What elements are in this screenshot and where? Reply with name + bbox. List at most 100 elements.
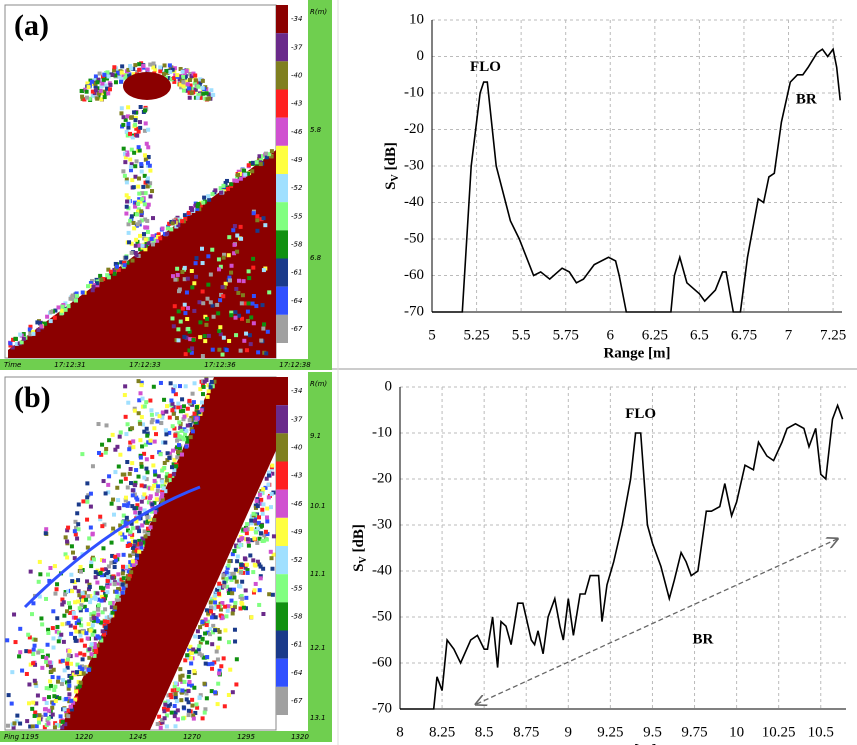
- echo-pixel: [76, 522, 81, 527]
- echo-pixel: [160, 226, 165, 231]
- echo-pixel: [138, 391, 143, 396]
- echo-pixel: [125, 199, 130, 204]
- echo-pixel: [105, 86, 110, 91]
- echo-pixel: [93, 74, 98, 79]
- echo-pixel: [49, 714, 54, 719]
- echo-pixel: [100, 573, 105, 578]
- echo-pixel: [130, 258, 135, 263]
- echo-pixel: [184, 290, 189, 295]
- echo-pixel: [150, 486, 155, 491]
- echo-pixel: [166, 699, 171, 704]
- echo-pixel: [78, 569, 83, 574]
- echo-pixel: [66, 525, 71, 530]
- echo-pixel: [162, 397, 167, 402]
- echo-pixel: [217, 267, 222, 272]
- colorbar-tick-label: -40: [291, 443, 303, 451]
- echo-pixel: [186, 682, 191, 687]
- echo-pixel: [106, 91, 111, 96]
- echo-pixel: [160, 720, 165, 725]
- echo-pixel: [46, 572, 51, 577]
- echo-pixel: [176, 223, 181, 228]
- echo-pixel: [133, 122, 138, 127]
- echo-pixel: [147, 486, 152, 491]
- echo-pixel: [132, 110, 137, 115]
- echo-pixel: [113, 470, 118, 475]
- echo-pixel: [80, 591, 85, 596]
- echo-pixel: [233, 567, 238, 572]
- echo-pixel: [185, 88, 190, 93]
- echo-pixel: [135, 553, 140, 558]
- echo-pixel: [179, 698, 184, 703]
- echo-pixel: [27, 635, 32, 640]
- echo-pixel: [84, 89, 89, 94]
- echo-pixel: [212, 597, 217, 602]
- echo-pixel: [63, 552, 68, 557]
- echo-pixel: [239, 600, 244, 605]
- echo-pixel: [182, 437, 187, 442]
- echo-pixel: [66, 686, 71, 691]
- echo-pixel: [97, 71, 102, 76]
- echo-pixel: [269, 149, 274, 154]
- colorbar-segment: [276, 630, 288, 659]
- echo-pixel: [217, 668, 222, 673]
- echo-pixel: [254, 304, 259, 309]
- echo-pixel: [71, 610, 76, 615]
- echo-pixel: [81, 499, 86, 504]
- echo-pixel: [249, 518, 254, 523]
- echo-pixel: [162, 709, 167, 714]
- echo-pixel: [167, 415, 172, 420]
- echo-pixel: [224, 570, 229, 575]
- echo-pixel: [127, 574, 132, 579]
- echo-pixel: [142, 484, 147, 489]
- echo-pixel: [100, 442, 105, 447]
- echo-pixel: [148, 181, 153, 186]
- echo-pixel: [164, 713, 169, 718]
- echo-pixel: [74, 525, 79, 530]
- echo-pixel: [197, 410, 202, 415]
- echo-pixel: [173, 710, 178, 715]
- echo-pixel: [246, 163, 251, 168]
- echo-pixel: [205, 619, 210, 624]
- echo-pixel: [196, 84, 201, 89]
- echo-pixel: [137, 197, 142, 202]
- echo-pixel: [132, 150, 137, 155]
- echo-pixel: [242, 563, 247, 568]
- echo-pixel: [165, 451, 170, 456]
- echo-pixel: [221, 573, 226, 578]
- echo-pixel: [180, 679, 185, 684]
- echo-pixel: [78, 633, 83, 638]
- echo-pixel: [144, 242, 149, 247]
- echo-pixel: [224, 178, 229, 183]
- echo-pixel: [258, 564, 263, 569]
- echo-pixel: [267, 290, 272, 295]
- echogram: -34-37-40-43-46-49-52-55-58-61-64-67R(m)…: [0, 372, 332, 742]
- echo-pixel: [179, 85, 184, 90]
- echo-pixel: [206, 611, 211, 616]
- echo-pixel: [96, 422, 101, 427]
- echo-pixel: [178, 677, 183, 682]
- echo-pixel: [105, 590, 110, 595]
- echo-pixel: [209, 88, 214, 93]
- echo-pixel: [98, 620, 103, 625]
- echo-pixel: [131, 539, 136, 544]
- echo-pixel: [150, 417, 155, 422]
- echo-pixel: [241, 605, 246, 610]
- echo-pixel: [206, 333, 211, 338]
- echo-pixel: [109, 540, 114, 545]
- echo-pixel: [60, 725, 65, 730]
- echo-pixel: [187, 680, 192, 685]
- echo-pixel: [70, 589, 75, 594]
- echo-pixel: [191, 337, 196, 342]
- echo-pixel: [142, 153, 147, 158]
- echo-pixel: [165, 404, 170, 409]
- echo-pixel: [205, 394, 210, 399]
- echo-pixel: [160, 484, 165, 489]
- echo-pixel: [113, 447, 118, 452]
- echo-pixel: [229, 313, 234, 318]
- echo-pixel: [221, 575, 226, 580]
- echo-pixel: [120, 64, 125, 69]
- echo-pixel: [41, 321, 46, 326]
- echo-pixel: [134, 495, 139, 500]
- echo-pixel: [239, 593, 244, 598]
- echo-pixel: [271, 534, 276, 539]
